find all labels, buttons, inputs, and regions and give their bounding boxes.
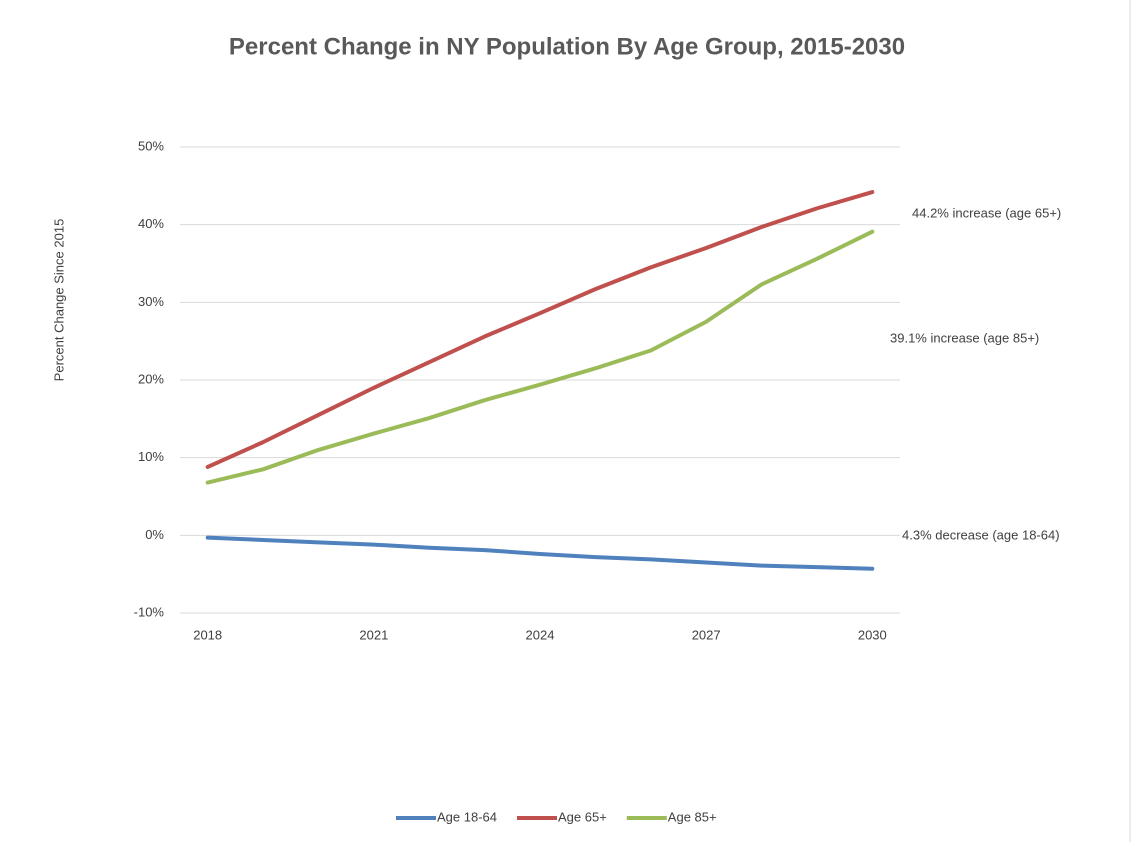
legend-label: Age 65+ <box>558 809 607 824</box>
y-tick-label: 0% <box>145 527 164 542</box>
series-line <box>205 229 875 485</box>
y-tick-label: 20% <box>138 371 164 386</box>
legend-label: Age 18-64 <box>437 809 497 824</box>
chart-title: Percent Change in NY Population By Age G… <box>229 33 905 60</box>
x-tick-label: 2030 <box>858 627 887 642</box>
y-tick-label: 40% <box>138 216 164 231</box>
x-tick-label: 2024 <box>526 627 555 642</box>
annotation: 4.3% decrease (age 18-64) <box>902 527 1060 542</box>
y-tick-label: 30% <box>138 294 164 309</box>
x-tick-label: 2018 <box>193 627 222 642</box>
series-line <box>205 535 875 571</box>
y-tick-label: 10% <box>138 449 164 464</box>
series-line <box>205 190 875 469</box>
annotation: 39.1% increase (age 85+) <box>890 330 1039 345</box>
annotation: 44.2% increase (age 65+) <box>912 205 1061 220</box>
x-tick-label: 2021 <box>359 627 388 642</box>
y-tick-label: 50% <box>138 138 164 153</box>
y-axis-label: Percent Change Since 2015 <box>51 219 66 382</box>
x-tick-label: 2027 <box>692 627 721 642</box>
legend-label: Age 85+ <box>668 809 717 824</box>
y-tick-label: -10% <box>134 604 165 619</box>
